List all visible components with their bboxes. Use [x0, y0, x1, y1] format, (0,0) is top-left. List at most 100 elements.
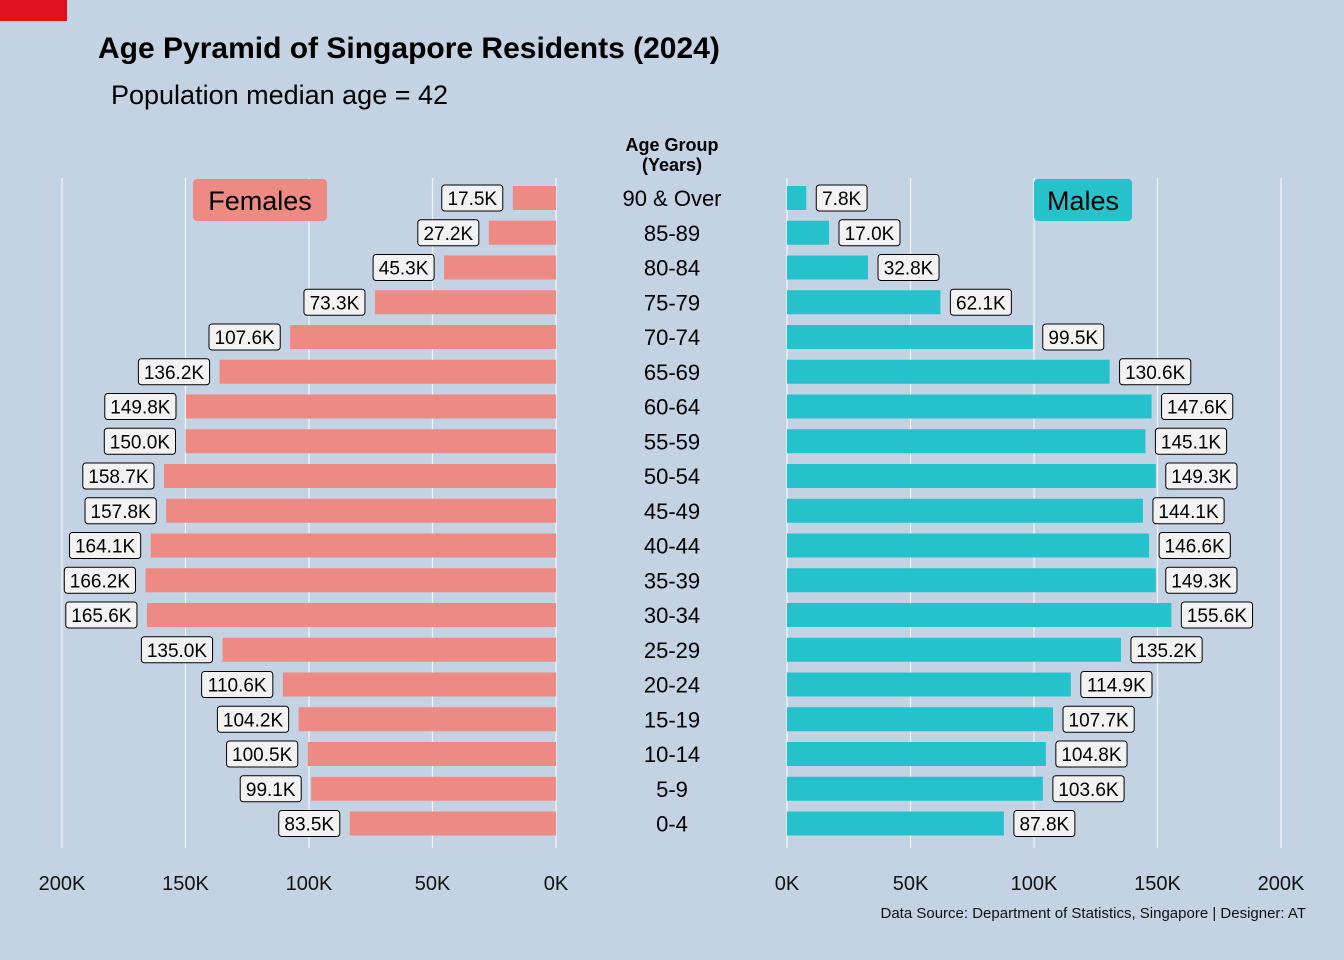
- female-bar: [282, 672, 556, 697]
- x-tick-label-right: 150K: [1134, 873, 1181, 895]
- age-group-label: 70-74: [644, 325, 700, 350]
- female-value-label: 164.1K: [75, 537, 136, 558]
- female-bar: [219, 359, 556, 384]
- male-value-label: 147.6K: [1167, 398, 1228, 419]
- female-bar: [444, 255, 556, 280]
- female-bar: [185, 394, 556, 419]
- males-series-label-box: [1034, 179, 1132, 221]
- male-bar: [787, 672, 1071, 697]
- male-value-label-box: [1119, 358, 1192, 386]
- x-tick-label-right: 50K: [893, 873, 929, 895]
- female-value-label-box: [82, 462, 155, 490]
- male-value-label-box: [949, 288, 1012, 316]
- age-axis-title: (Years): [642, 155, 702, 175]
- male-value-label: 62.1K: [956, 293, 1006, 314]
- female-value-label-box: [441, 184, 504, 212]
- female-value-label: 104.2K: [223, 710, 284, 731]
- female-value-label-box: [201, 671, 274, 698]
- female-bar: [298, 707, 556, 732]
- female-value-label-box: [303, 288, 366, 316]
- male-bar: [787, 498, 1143, 523]
- age-group-label: 25-29: [644, 638, 700, 663]
- age-group-label: 5-9: [656, 777, 688, 802]
- x-tick-label-right: 200K: [1258, 873, 1305, 895]
- x-tick-label-left: 100K: [286, 873, 333, 895]
- female-bar: [512, 186, 556, 210]
- male-bar: [787, 359, 1110, 384]
- male-value-label: 146.6K: [1165, 537, 1226, 558]
- female-value-label-box: [239, 775, 302, 803]
- female-bar: [290, 325, 556, 349]
- chart-caption: Data Source: Department of Statistics, S…: [880, 905, 1307, 922]
- male-value-label-box: [1165, 462, 1238, 490]
- male-bar: [787, 394, 1152, 419]
- male-value-label: 114.9K: [1087, 676, 1146, 697]
- female-value-label: 107.6K: [215, 328, 276, 349]
- female-bar: [185, 429, 556, 454]
- female-value-label: 149.8K: [110, 398, 171, 419]
- female-value-label-box: [137, 358, 211, 386]
- male-value-label-box: [1052, 775, 1125, 803]
- male-bar: [787, 325, 1033, 349]
- male-value-label: 144.1K: [1158, 502, 1219, 523]
- female-value-label: 45.3K: [379, 259, 429, 280]
- female-value-label: 99.1K: [246, 780, 296, 801]
- age-group-label: 90 & Over: [622, 186, 721, 211]
- male-value-label: 145.1K: [1161, 432, 1222, 453]
- male-bar: [787, 603, 1172, 627]
- male-value-label: 130.6K: [1125, 363, 1186, 384]
- chart-title: Age Pyramid of Singapore Residents (2024…: [98, 32, 720, 65]
- female-value-label-box: [65, 601, 138, 629]
- female-bar: [150, 533, 556, 558]
- male-bar: [787, 429, 1146, 454]
- male-value-label: 7.8K: [822, 189, 861, 210]
- female-bar: [145, 568, 556, 593]
- females-series-label: Females: [208, 186, 312, 216]
- female-bar: [349, 811, 556, 836]
- age-group-label: 0-4: [656, 812, 688, 837]
- corner-mark: [0, 0, 67, 21]
- female-value-label-box: [208, 323, 281, 351]
- female-bar: [166, 498, 556, 523]
- male-value-label: 155.6K: [1187, 606, 1248, 627]
- female-value-label: 158.7K: [88, 467, 149, 488]
- age-group-label: 65-69: [644, 360, 700, 385]
- male-bar: [787, 707, 1054, 732]
- age-group-label: 15-19: [644, 707, 700, 732]
- male-value-label-box: [1154, 427, 1228, 455]
- female-value-label: 135.0K: [147, 641, 208, 662]
- female-value-label: 157.8K: [91, 502, 152, 523]
- male-value-label: 107.7K: [1069, 710, 1130, 731]
- female-value-label-box: [104, 393, 177, 420]
- age-group-label: 30-34: [644, 603, 700, 628]
- female-bar: [146, 603, 556, 627]
- age-group-label: 80-84: [644, 256, 700, 281]
- age-group-label: 55-59: [644, 429, 700, 454]
- chart-subtitle: Population median age = 42: [111, 80, 449, 110]
- male-value-label: 135.2K: [1136, 641, 1197, 662]
- male-value-label-box: [815, 184, 868, 212]
- x-tick-label-left: 200K: [39, 873, 86, 895]
- male-value-label: 149.3K: [1171, 467, 1232, 488]
- male-bar: [787, 186, 807, 210]
- female-value-label: 166.2K: [70, 571, 131, 592]
- age-axis-title: Age Group: [626, 135, 719, 155]
- female-value-label-box: [278, 810, 341, 837]
- male-value-label: 32.8K: [884, 259, 934, 280]
- female-value-label: 136.2K: [144, 363, 205, 384]
- female-bar: [222, 637, 557, 662]
- male-bar: [787, 255, 869, 280]
- male-value-label-box: [838, 219, 901, 247]
- female-value-label-box: [63, 566, 136, 594]
- female-value-label-box: [140, 636, 214, 664]
- female-bar: [311, 776, 556, 801]
- female-value-label-box: [226, 740, 299, 768]
- male-value-label-box: [1152, 497, 1225, 525]
- female-value-label: 27.2K: [423, 224, 473, 245]
- male-value-label: 87.8K: [1020, 815, 1070, 836]
- female-bar: [488, 220, 556, 245]
- male-value-label-box: [1042, 323, 1105, 351]
- male-value-label-box: [1165, 566, 1238, 594]
- age-group-label: 60-64: [644, 395, 700, 420]
